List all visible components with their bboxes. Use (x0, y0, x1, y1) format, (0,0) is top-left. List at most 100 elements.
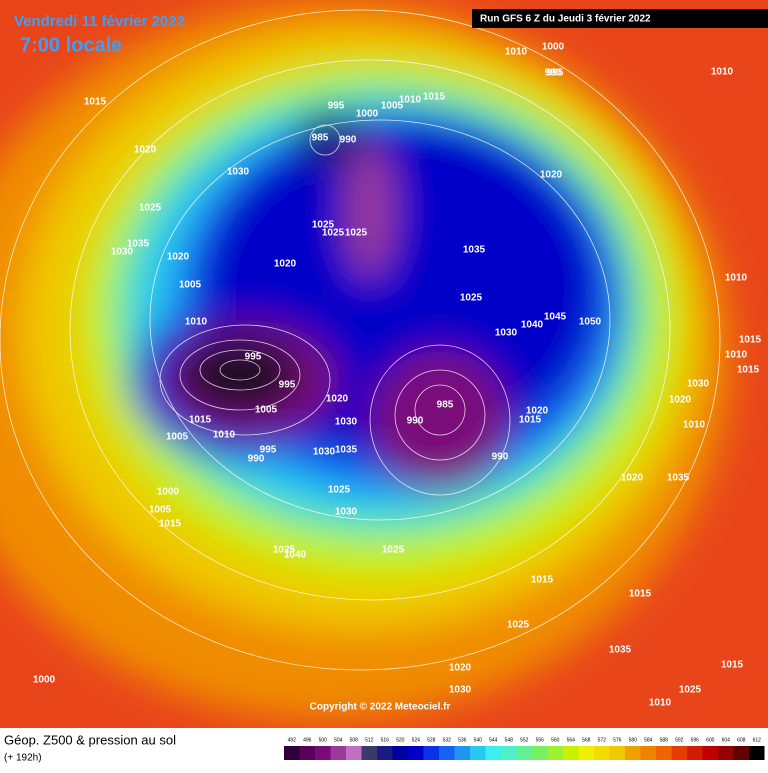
run-banner (472, 9, 768, 28)
colorbar-tick-label: 596 (691, 737, 700, 743)
colorbar-cell (733, 746, 749, 760)
isobar-label: 1025 (328, 485, 351, 496)
colorbar-cell (718, 746, 734, 760)
colorbar-cell (594, 746, 610, 760)
colorbar-tick-label: 528 (427, 737, 436, 743)
isobar-label: 1015 (737, 365, 760, 376)
copyright: Copyright © 2022 Meteociel.fr (310, 702, 451, 713)
isobar-label: 1035 (127, 239, 150, 250)
isobar-label: 1025 (460, 293, 483, 304)
colorbar-cell (361, 746, 377, 760)
isobar-label: 1020 (669, 395, 692, 406)
colorbar-cell (330, 746, 346, 760)
isobar-label: 995 (328, 101, 345, 112)
isobar-label: 1015 (423, 92, 446, 103)
isobar-label: 1025 (507, 620, 530, 631)
colorbar-cell (578, 746, 594, 760)
isobar-label: 1020 (526, 406, 549, 417)
colorbar-tick-label: 580 (629, 737, 638, 743)
map-field (0, 0, 768, 728)
isobar-label: 1015 (519, 415, 542, 426)
isobar-label: 1035 (667, 473, 690, 484)
colorbar-tick-label: 492 (288, 737, 297, 743)
colorbar-tick-label: 512 (365, 737, 374, 743)
colorbar-tick-label: 564 (567, 737, 576, 743)
colorbar-tick-label: 572 (598, 737, 607, 743)
isobar-label: 1010 (185, 317, 208, 328)
isobar-label: 1005 (179, 280, 202, 291)
isobar-label: 1015 (531, 575, 554, 586)
colorbar-tick-label: 560 (551, 737, 560, 743)
colorbar-cell (532, 746, 548, 760)
colorbar-cell (284, 746, 300, 760)
isobar-label: 1015 (629, 589, 652, 600)
colorbar-tick-label: 496 (303, 737, 312, 743)
isobar-label: 1030 (449, 685, 472, 696)
isobar-label: 1020 (540, 170, 563, 181)
colorbar-cell (516, 746, 532, 760)
isobar-label: 1030 (335, 417, 358, 428)
forecast-date: Vendredi 11 février 2022 (14, 13, 185, 30)
isobar-label: 990 (248, 454, 265, 465)
colorbar-cell (625, 746, 641, 760)
colorbar-cell (299, 746, 315, 760)
colorbar-tick-label: 588 (660, 737, 669, 743)
isobar-label: 985 (312, 133, 329, 144)
isobar-label: 1030 (495, 328, 518, 339)
isobar-label: 1010 (649, 698, 672, 709)
isobar-label: 995 (245, 352, 262, 363)
isobar-label: 1015 (159, 519, 182, 530)
isobar-label: 985 (437, 400, 454, 411)
isobar-label: 1010 (399, 95, 422, 106)
isobar-label: 1000 (356, 109, 379, 120)
colorbar-tick-label: 536 (458, 737, 467, 743)
isobar-label: 1030 (335, 507, 358, 518)
colorbar-tick-label: 540 (474, 737, 483, 743)
isobar-label: 1000 (33, 675, 56, 686)
isobar-label: 1020 (274, 259, 297, 270)
isobar-label: 990 (407, 416, 424, 427)
colorbar-cell (439, 746, 455, 760)
colorbar-cell (423, 746, 439, 760)
colorbar-cell (702, 746, 718, 760)
isobar-label: 1000 (157, 487, 180, 498)
colorbar-cell (640, 746, 656, 760)
isobar-label: 995 (260, 445, 277, 456)
colorbar-tick-label: 520 (396, 737, 405, 743)
colorbar-cell (346, 746, 362, 760)
colorbar-cell (377, 746, 393, 760)
isobar-label: 1030 (111, 247, 134, 258)
colorbar-tick-label: 548 (505, 737, 514, 743)
colorbar-tick-label: 532 (443, 737, 452, 743)
colorbar-tick-label: 584 (644, 737, 653, 743)
isobar-label: 990 (492, 452, 509, 463)
colorbar-cell (485, 746, 501, 760)
colorbar-tick-label: 608 (737, 737, 746, 743)
legend-lead: (+ 192h) (4, 753, 42, 764)
isobar-label: 1015 (84, 97, 107, 108)
isobar-label: 1010 (725, 273, 748, 284)
colorbar-tick-label: 524 (412, 737, 421, 743)
isobar-label: 1025 (382, 545, 405, 556)
isobar-label: 1040 (284, 550, 307, 561)
colorbar-cell (609, 746, 625, 760)
isobar-label: 1035 (335, 445, 358, 456)
isobar-label: 1035 (463, 245, 486, 256)
isobar-label: 1035 (609, 645, 632, 656)
isobar-label: 1015 (739, 335, 762, 346)
colorbar-cell (501, 746, 517, 760)
isobar-label: 1010 (213, 430, 236, 441)
isobar-label: 1005 (381, 101, 404, 112)
isobar-label: 1030 (687, 379, 710, 390)
isobar-label: 1025 (679, 685, 702, 696)
colorbar-tick-label: 592 (675, 737, 684, 743)
isobar-label: 1020 (621, 473, 644, 484)
isobar-label: 1010 (505, 47, 528, 58)
colorbar-cell (687, 746, 703, 760)
isobar-label: 1005 (166, 432, 189, 443)
isobar-label: 1015 (721, 660, 744, 671)
colorbar-cell (392, 746, 408, 760)
isobar-label: 1020 (134, 145, 157, 156)
colorbar-tick-label: 604 (722, 737, 731, 743)
colorbar-tick-label: 508 (350, 737, 359, 743)
